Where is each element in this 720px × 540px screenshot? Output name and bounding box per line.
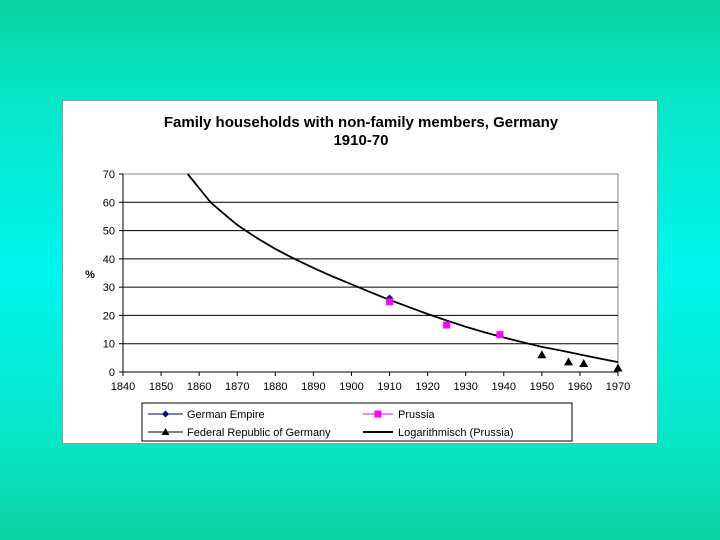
y-tick-label-60: 60: [103, 197, 115, 209]
chart-area: Family households with non-family member…: [62, 100, 658, 444]
legend-marker-frg: [161, 428, 170, 435]
y-tick-label-0: 0: [109, 367, 115, 379]
x-tick-label-1920: 1920: [415, 381, 439, 393]
plot-layer: 0 10 20 30 40 50 60 70 1840 1850 1860 1870 1880 1890 1…: [103, 169, 630, 393]
y-tick-label-10: 10: [103, 339, 115, 351]
x-tick-label-1890: 1890: [301, 381, 325, 393]
x-tick-label-1860: 1860: [187, 381, 211, 393]
y-tick-label-70: 70: [103, 169, 115, 181]
y-axis-title: %: [85, 269, 95, 281]
legend-label-trendline: Logarithmisch (Prussia): [398, 427, 514, 439]
x-tick-label-1870: 1870: [225, 381, 249, 393]
legend-marker-prussia: [374, 410, 382, 418]
x-tick-label-1850: 1850: [149, 381, 173, 393]
legend: German Empire Prussia Federal Republic o…: [141, 402, 573, 442]
x-tick-label-1940: 1940: [492, 381, 516, 393]
x-tick-label-1960: 1960: [568, 381, 592, 393]
point-federal-republic-of-germany-1970: [613, 363, 623, 372]
y-tick-label-50: 50: [103, 226, 115, 238]
x-tick-label-1970: 1970: [606, 381, 630, 393]
point-federal-republic-of-germany-1957: [564, 357, 573, 366]
x-tick-label-1880: 1880: [263, 381, 287, 393]
y-tick-label-30: 30: [103, 282, 115, 294]
x-tick-label-1910: 1910: [377, 381, 401, 393]
point-prussia-1910: [386, 298, 394, 306]
legend-label-frg: Federal Republic of Germany: [187, 427, 331, 439]
x-tick-label-1930: 1930: [453, 381, 477, 393]
point-prussia-1925: [443, 321, 451, 329]
x-tick-label-1900: 1900: [339, 381, 363, 393]
point-federal-republic-of-germany-1950: [537, 350, 547, 359]
legend-box: [141, 402, 573, 442]
legend-label-german-empire: German Empire: [187, 409, 265, 421]
x-tick-label-1840: 1840: [111, 381, 135, 393]
chart-title-line1: Family households with non-family member…: [164, 114, 559, 131]
y-tick-label-20: 20: [103, 310, 115, 322]
point-prussia-1939: [496, 331, 504, 339]
chart-title-line2: 1910-70: [333, 132, 388, 149]
legend-label-prussia: Prussia: [398, 409, 436, 421]
point-federal-republic-of-germany-1961: [579, 359, 589, 368]
legend-marker-german-empire: [162, 410, 169, 418]
plot-area: [122, 173, 619, 373]
x-tick-label-1950: 1950: [530, 381, 554, 393]
y-tick-label-40: 40: [103, 254, 115, 266]
chart-svg: Family households with non-family member…: [85, 114, 630, 442]
